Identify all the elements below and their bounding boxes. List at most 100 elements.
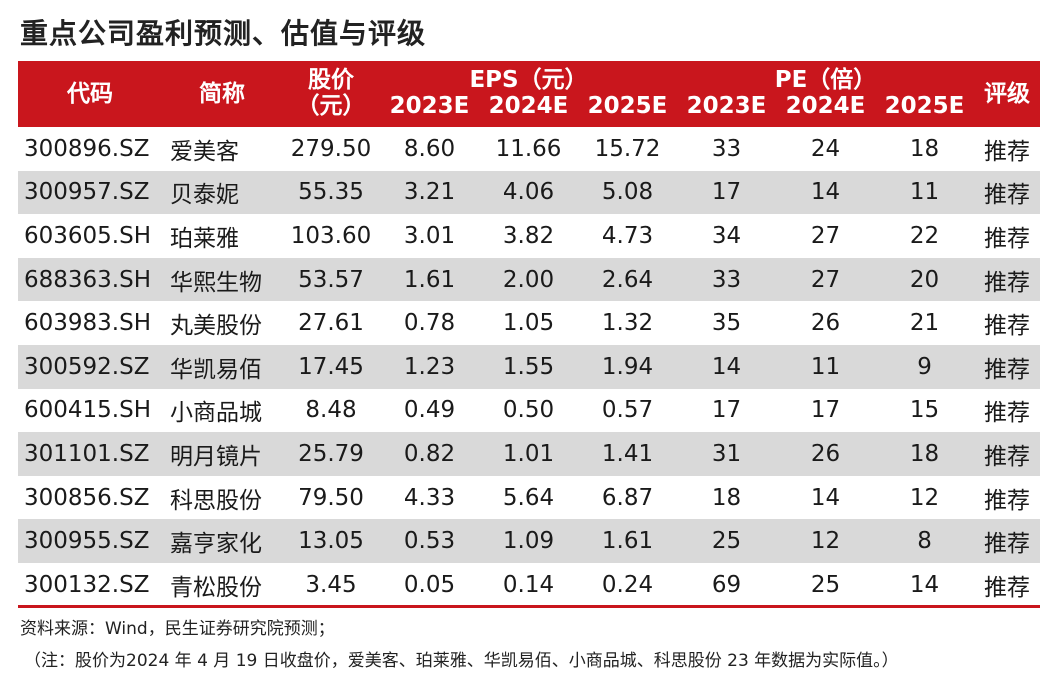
cell-pe-2024: 14 <box>776 475 876 520</box>
cell-pe-2023: 69 <box>677 562 777 607</box>
cell-eps-2025: 1.32 <box>578 301 678 345</box>
cell-eps-2023: 1.23 <box>380 344 479 389</box>
cell-price: 25.79 <box>282 432 380 476</box>
cell-eps-2025: 4.73 <box>578 214 678 258</box>
table-row: 300955.SZ 嘉亨家化 13.05 0.53 1.09 1.61 25 12 8 推荐 <box>18 519 1041 563</box>
cell-name: 华熙生物 <box>162 257 282 302</box>
cell-code: 300132.SZ <box>18 562 162 607</box>
cell-code: 688363.SH <box>18 257 162 302</box>
table-row: 600415.SH 小商品城 8.48 0.49 0.50 0.57 17 17 15 推荐 <box>18 388 1041 433</box>
cell-pe-2024: 25 <box>776 562 876 607</box>
cell-code: 301101.SZ <box>18 432 162 476</box>
header-code: 代码 <box>18 61 162 127</box>
header-pe-group: PE（倍） <box>677 61 975 93</box>
cell-eps-2025: 1.94 <box>578 344 678 389</box>
cell-pe-2024: 11 <box>776 344 876 389</box>
cell-eps-2024: 0.14 <box>479 562 578 607</box>
cell-price: 3.45 <box>282 562 380 607</box>
header-name: 简称 <box>162 61 282 127</box>
cell-pe-2023: 14 <box>677 344 777 389</box>
cell-pe-2025: 9 <box>875 344 975 389</box>
cell-rating: 推荐 <box>974 475 1041 520</box>
cell-eps-2023: 4.33 <box>380 475 479 520</box>
cell-eps-2023: 0.49 <box>380 388 479 433</box>
cell-rating: 推荐 <box>974 127 1041 171</box>
cell-eps-2025: 1.61 <box>578 519 678 563</box>
cell-pe-2024: 26 <box>776 432 876 476</box>
cell-name: 青松股份 <box>162 562 282 607</box>
cell-rating: 推荐 <box>974 562 1041 607</box>
cell-name: 爱美客 <box>162 127 282 171</box>
cell-eps-2023: 0.05 <box>380 562 479 607</box>
cell-eps-2024: 3.82 <box>479 214 578 258</box>
forecast-table: 代码 简称 股价 EPS（元） PE（倍） 评级 （元） 2023E 2024E… <box>18 61 1041 607</box>
header-rating: 评级 <box>974 61 1041 127</box>
cell-name: 科思股份 <box>162 475 282 520</box>
table-row: 300957.SZ 贝泰妮 55.35 3.21 4.06 5.08 17 14 11 推荐 <box>18 170 1041 215</box>
table-row: 300592.SZ 华凯易佰 17.45 1.23 1.55 1.94 14 11 9 推荐 <box>18 344 1041 389</box>
cell-name: 明月镜片 <box>162 432 282 476</box>
cell-code: 300955.SZ <box>18 519 162 563</box>
cell-eps-2025: 0.24 <box>578 562 678 607</box>
cell-eps-2024: 1.09 <box>479 519 578 563</box>
cell-eps-2024: 1.05 <box>479 301 578 345</box>
cell-price: 53.57 <box>282 257 380 302</box>
cell-pe-2024: 27 <box>776 257 876 302</box>
header-price-line1: 股价 <box>282 61 380 93</box>
cell-rating: 推荐 <box>974 170 1041 215</box>
cell-pe-2025: 22 <box>875 214 975 258</box>
cell-eps-2023: 0.53 <box>380 519 479 563</box>
cell-eps-2025: 2.64 <box>578 257 678 302</box>
cell-eps-2023: 8.60 <box>380 127 479 171</box>
cell-name: 小商品城 <box>162 388 282 433</box>
cell-price: 103.60 <box>282 214 380 258</box>
cell-pe-2024: 17 <box>776 388 876 433</box>
cell-name: 贝泰妮 <box>162 170 282 215</box>
cell-eps-2023: 3.01 <box>380 214 479 258</box>
cell-name: 丸美股份 <box>162 301 282 345</box>
cell-rating: 推荐 <box>974 344 1041 389</box>
cell-pe-2023: 31 <box>677 432 777 476</box>
cell-price: 13.05 <box>282 519 380 563</box>
cell-eps-2024: 1.55 <box>479 344 578 389</box>
cell-eps-2025: 6.87 <box>578 475 678 520</box>
cell-pe-2024: 26 <box>776 301 876 345</box>
cell-name: 珀莱雅 <box>162 214 282 258</box>
cell-price: 55.35 <box>282 170 380 215</box>
cell-price: 279.50 <box>282 127 380 171</box>
cell-pe-2023: 35 <box>677 301 777 345</box>
header-pe-2024: 2024E <box>776 93 876 127</box>
cell-price: 79.50 <box>282 475 380 520</box>
source-note: 资料来源：Wind，民生证券研究院预测； <box>20 619 335 639</box>
cell-pe-2023: 34 <box>677 214 777 258</box>
cell-eps-2023: 0.78 <box>380 301 479 345</box>
cell-code: 603983.SH <box>18 301 162 345</box>
cell-eps-2025: 0.57 <box>578 388 678 433</box>
header-pe-2025: 2025E <box>875 93 975 127</box>
table-row: 300896.SZ 爱美客 279.50 8.60 11.66 15.72 33 24 18 推荐 <box>18 127 1041 171</box>
cell-price: 17.45 <box>282 344 380 389</box>
cell-name: 嘉亨家化 <box>162 519 282 563</box>
cell-eps-2025: 1.41 <box>578 432 678 476</box>
cell-rating: 推荐 <box>974 214 1041 258</box>
cell-pe-2025: 14 <box>875 562 975 607</box>
cell-pe-2023: 17 <box>677 170 777 215</box>
cell-code: 600415.SH <box>18 388 162 433</box>
cell-eps-2024: 4.06 <box>479 170 578 215</box>
cell-pe-2023: 17 <box>677 388 777 433</box>
table-row: 300856.SZ 科思股份 79.50 4.33 5.64 6.87 18 14 12 推荐 <box>18 475 1041 520</box>
header-eps-group: EPS（元） <box>380 61 678 93</box>
cell-pe-2024: 24 <box>776 127 876 171</box>
page-title: 重点公司盈利预测、估值与评级 <box>20 17 427 50</box>
table-row: 688363.SH 华熙生物 53.57 1.61 2.00 2.64 33 27 20 推荐 <box>18 257 1041 302</box>
cell-rating: 推荐 <box>974 257 1041 302</box>
cell-pe-2025: 11 <box>875 170 975 215</box>
cell-eps-2024: 0.50 <box>479 388 578 433</box>
cell-eps-2024: 2.00 <box>479 257 578 302</box>
cell-eps-2025: 15.72 <box>578 127 678 171</box>
cell-price: 27.61 <box>282 301 380 345</box>
cell-eps-2024: 1.01 <box>479 432 578 476</box>
cell-pe-2023: 25 <box>677 519 777 563</box>
cell-eps-2025: 5.08 <box>578 170 678 215</box>
cell-pe-2025: 20 <box>875 257 975 302</box>
